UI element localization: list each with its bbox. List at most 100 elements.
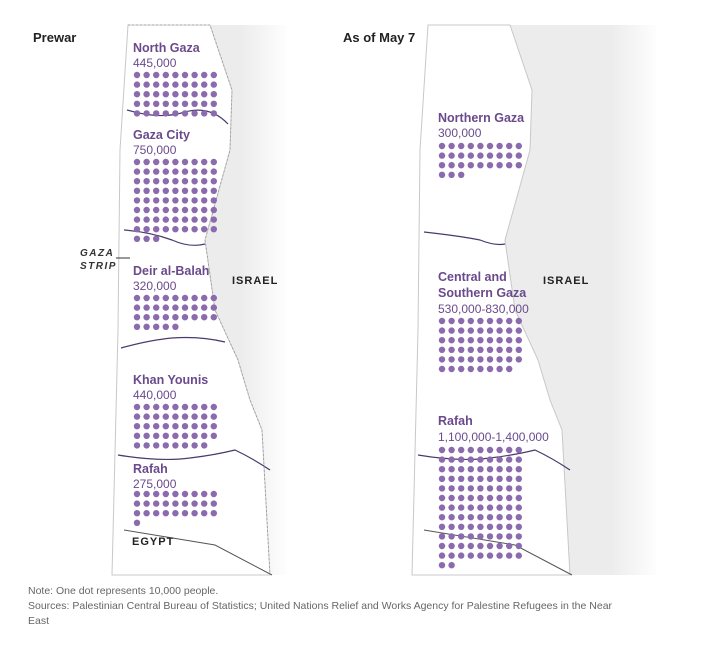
current-region-2-dot [438,494,446,502]
prewar-region-2-dot [153,323,160,330]
prewar-region-1-dot [191,226,198,233]
prewar-region-1-dot [201,187,208,194]
prewar-region-0-dot [162,81,169,88]
prewar-region-3-dot [181,442,189,449]
prewar-region-4-dot [201,500,208,507]
current-map [411,24,660,576]
current-region-2-dot [477,446,484,454]
current-region-2-dot [467,446,474,454]
prewar-region-1-dot [162,197,169,204]
prewar-region-1-dot [153,187,160,194]
prewar-region-0-dot [172,110,179,117]
current-region-0-dot [448,171,455,178]
current-region-2-dot [515,485,522,492]
prewar-region-3-dot [162,413,169,420]
prewar-region-1-dot [162,226,169,233]
current-region-2-dot [496,446,503,454]
current-region-0-dot [515,142,522,150]
current-region-0-dot [477,162,484,169]
current-region-2-dot [477,475,484,482]
current-region-1-dot [477,346,484,353]
prewar-region-4-dot [133,500,141,507]
current-region-2-dot [438,475,446,482]
region-north-gaza-pop: 445,000 [133,56,177,70]
prewar-region-1-dot [210,206,217,214]
prewar-region-1-dot [133,226,141,233]
prewar-region-3-dot [191,403,198,411]
current-region-2-dot [515,456,522,463]
prewar-region-4-dot [153,510,160,517]
prewar-region-1-dot [191,178,198,185]
prewar-region-1-dot [172,216,179,223]
prewar-region-3-dot [162,442,169,449]
prewar-region-0-dot [201,81,208,88]
prewar-region-0-dot [181,81,189,88]
prewar-region-1-dot [162,168,169,175]
prewar-region-1-dot [162,206,169,214]
prewar-region-1-dot [133,168,141,175]
prewar-region-1-dot [133,206,141,214]
prewar-region-4-dot [172,490,179,498]
current-region-2-dot [506,456,513,463]
prewar-region-3-dot [191,413,198,420]
current-region-1-dot [496,365,503,373]
prewar-region-0-dot [162,71,169,79]
current-region-2-dot [515,475,522,482]
prewar-region-2-dot [201,304,208,311]
current-region-0-dot [486,142,494,150]
prewar-region-3-dot [172,413,179,420]
prewar-region-4-dot [143,500,150,507]
current-region-0-dot [515,152,522,159]
current-region-1-dot [448,346,455,353]
prewar-region-4-dot [210,510,217,517]
prewar-region-3-dot [201,413,208,420]
prewar-region-3-dot [143,403,150,411]
prewar-region-1-dot [210,168,217,175]
prewar-region-1-dot [143,216,150,223]
current-region-2-dot [448,456,455,463]
current-region-2-dot [515,523,522,530]
region-north-gaza-name: North Gaza [133,41,200,55]
current-region-2-dot [438,446,446,454]
current-region-2-dot [458,504,465,511]
prewar-region-1-dot [153,178,160,185]
prewar-region-0-dot [210,91,217,98]
current-region-1-dot [496,317,503,325]
current-region-0-dot [467,142,474,150]
current-region-2-dot [458,542,465,550]
current-region-2-dot [477,466,484,473]
prewar-region-2-dot [210,294,217,302]
prewar-region-1-dot [133,216,141,223]
prewar-region-1-dot [133,197,141,204]
region-central-southern-name-1: Central and [438,270,507,284]
current-region-2-dot [438,523,446,530]
current-region-2-dot [458,466,465,473]
current-region-0-dot [448,162,455,169]
footer-sources-2: East [28,615,50,627]
prewar-region-0-dot [210,100,217,108]
prewar-region-1-dot [181,226,189,233]
prewar-region-1-dot [181,187,189,194]
prewar-region-4-dot [201,510,208,517]
region-rafah-prewar-name: Rafah [133,462,168,476]
current-region-1-dot [467,346,474,353]
current-region-2-dot [458,552,465,559]
current-region-0-dot [458,171,465,178]
prewar-region-0-dot [143,100,150,108]
prewar-region-4-dot [162,500,169,507]
prewar-region-2-dot [153,314,160,321]
prewar-dots [133,71,217,526]
prewar-region-0-dot [210,110,217,117]
current-region-1-dot [448,365,455,373]
current-region-2-dot [467,552,474,559]
prewar-region-1-dot [172,226,179,233]
prewar-region-3-dot [181,423,189,430]
gaza-strip-label-2: STRIP [80,261,117,272]
current-region-2-dot [486,456,494,463]
prewar-region-1-dot [143,187,150,194]
prewar-region-2-dot [153,304,160,311]
current-region-2-dot [438,504,446,511]
current-region-2-dot [438,533,446,540]
current-region-2-dot [467,485,474,492]
prewar-region-4-dot [133,490,141,498]
